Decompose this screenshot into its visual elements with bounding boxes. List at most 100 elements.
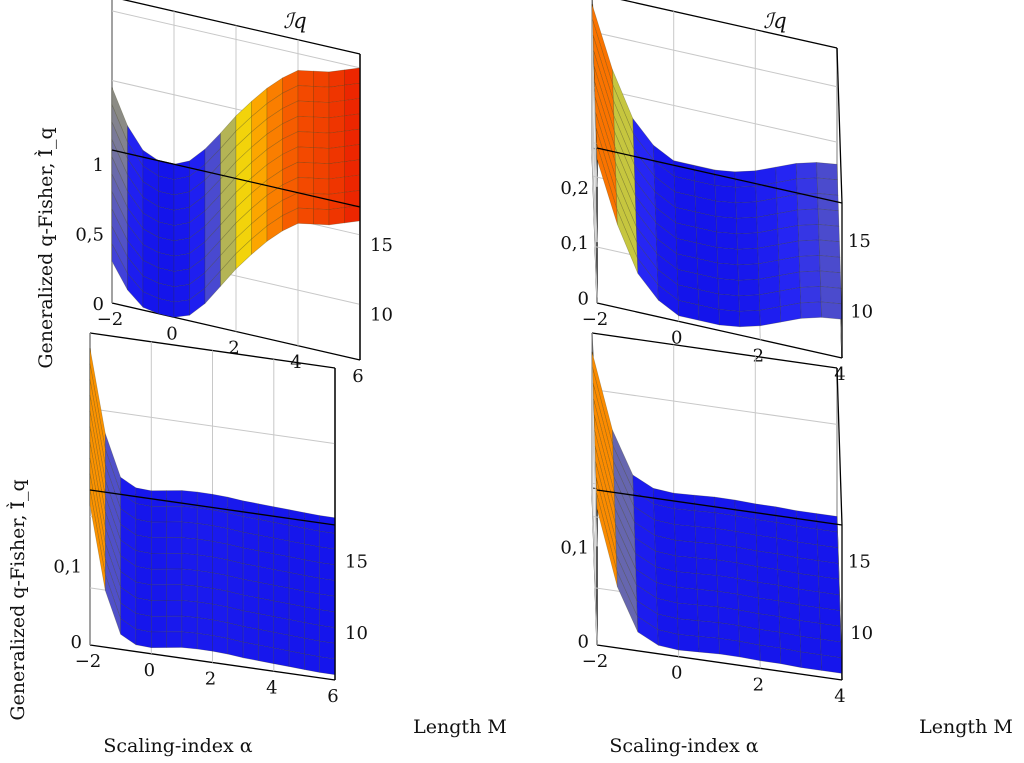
panel3-surface-patch [319, 577, 336, 597]
m-axis-label-left: Length M [413, 716, 507, 738]
panel1-z-tick-label: 1 [93, 155, 104, 176]
panel2-surface-patch [799, 286, 822, 304]
panel3-surface-patch [212, 556, 229, 576]
panel1-surface-patch [344, 128, 361, 147]
panel4-surface-patch [698, 636, 720, 655]
panel3-surface-patch [135, 534, 152, 554]
panel1-surface-patch [173, 299, 190, 318]
panel2-surface-patch [738, 278, 760, 297]
panel2-surface-patch [797, 208, 819, 226]
panel2-surface-patch [779, 302, 802, 323]
panel4-m-tick-label: 15 [848, 552, 871, 573]
panel1-surface-patch [344, 82, 361, 101]
panel3-surface-patch [242, 547, 259, 567]
panel1-surface-patch [313, 116, 330, 134]
panel1-surface-patch [173, 222, 190, 242]
panel3-surface-patch [166, 552, 183, 570]
panel2-m-tick-label: 10 [850, 302, 873, 323]
panel1-surface-patch [173, 268, 190, 288]
panel4-surface-patch [696, 588, 719, 608]
panel3-surface-patch [135, 597, 152, 617]
panel2-surface-patch [737, 247, 759, 266]
panel3-surface-patch [196, 554, 213, 574]
panel3-surface-patch [135, 628, 152, 649]
panel1-surface-patch [297, 177, 314, 194]
panel4-box-edge [836, 367, 843, 526]
panel1-x-tick-label: −2 [97, 309, 124, 330]
panel2-title: ℐq [763, 9, 786, 33]
panel2-surface-patch [718, 309, 741, 328]
panel3-surface-patch [242, 563, 259, 583]
panel1-surface-patch [344, 98, 361, 117]
panel1-surface-patch [158, 298, 175, 318]
panel3-surface-patch [181, 505, 198, 524]
panel4-surface-patch [675, 555, 697, 574]
panel3-surface-patch [181, 600, 198, 618]
panel1-surface-patch [313, 208, 330, 226]
panel1-surface-patch [344, 67, 361, 86]
panel4-x-tick-label: 4 [834, 686, 845, 707]
panel4-z-tick-label: 0,1 [560, 537, 589, 558]
panel3-surface-patch [151, 505, 167, 523]
panel3-surface-patch [196, 632, 213, 652]
panel1-surface-patch [313, 162, 330, 180]
panel2-surface-patch [735, 185, 757, 204]
panel3-surface-patch [304, 653, 321, 673]
panel4-surface-patch [820, 638, 842, 659]
panel1-box-edge [111, 149, 361, 208]
panel1-surface-patch [313, 177, 330, 195]
panel3-surface-patch [166, 568, 183, 586]
panel4-surface-patch [695, 541, 717, 561]
panel2-box-edge [596, 302, 843, 359]
panel1-surface-patch [328, 146, 345, 165]
panel2-surface-patch [738, 294, 761, 312]
panel2-surface-patch [799, 270, 821, 288]
panel2-surface-patch [736, 232, 759, 250]
panel2-x-tick-label: 0 [671, 327, 682, 348]
panel3-surface-patch [181, 537, 198, 556]
panel3-surface-patch [242, 610, 259, 630]
panel2-surface-patch [716, 231, 738, 250]
panel1-surface-patch [344, 159, 361, 178]
panel3-surface-patch [196, 601, 213, 621]
panel4-surface-patch [694, 510, 716, 529]
panel1-surface-patch [297, 70, 314, 87]
panel2-surface-patch [715, 200, 737, 219]
panel2-box-edge [596, 147, 843, 204]
panel3-surface-patch [212, 540, 229, 561]
panel2-z-tick-label: 0,1 [560, 233, 589, 254]
panel3-surface-patch [273, 553, 290, 573]
panel1-surface-patch [173, 253, 190, 272]
panel4-surface-patch [820, 654, 843, 674]
panel3-surface-patch [304, 590, 321, 611]
panel2-gridline [591, 31, 838, 187]
panel3-surface-patch [242, 531, 259, 552]
panel3-surface-patch [135, 581, 152, 601]
panel3-surface-patch [242, 641, 259, 662]
panel3-surface-patch [273, 569, 290, 589]
panel3-surface-patch [181, 521, 198, 540]
panel2-surface-patch [736, 216, 758, 235]
panel3-surface-patch [304, 543, 321, 563]
panel2-surface-patch [819, 270, 842, 289]
panel3-surface-patch [273, 631, 290, 652]
panel2-surface-patch [817, 208, 840, 227]
panel4-surface-patch [677, 618, 699, 637]
panel3-surface-patch [151, 537, 167, 554]
panel3-surface-patch [181, 584, 198, 603]
panel4-x-tick-label: 0 [671, 663, 682, 684]
panel2-z-tick-label: 0 [578, 289, 589, 310]
panel3-surface-patch [273, 537, 290, 558]
panel3-surface-patch [166, 631, 183, 648]
x-axis-label-left: Scaling-index α [103, 735, 252, 757]
panel3-surface-patch [304, 575, 321, 595]
panel4-box-edge [591, 332, 838, 369]
panel4-surface-patch [696, 573, 718, 592]
panel3-x-tick-label: 2 [205, 669, 216, 690]
panel3-surface-patch [196, 617, 213, 636]
panel3-surface-patch [151, 568, 167, 586]
panel3-surface-patch [273, 616, 290, 636]
panel3-surface-patch [151, 615, 167, 633]
panel1-surface-patch [328, 115, 345, 134]
